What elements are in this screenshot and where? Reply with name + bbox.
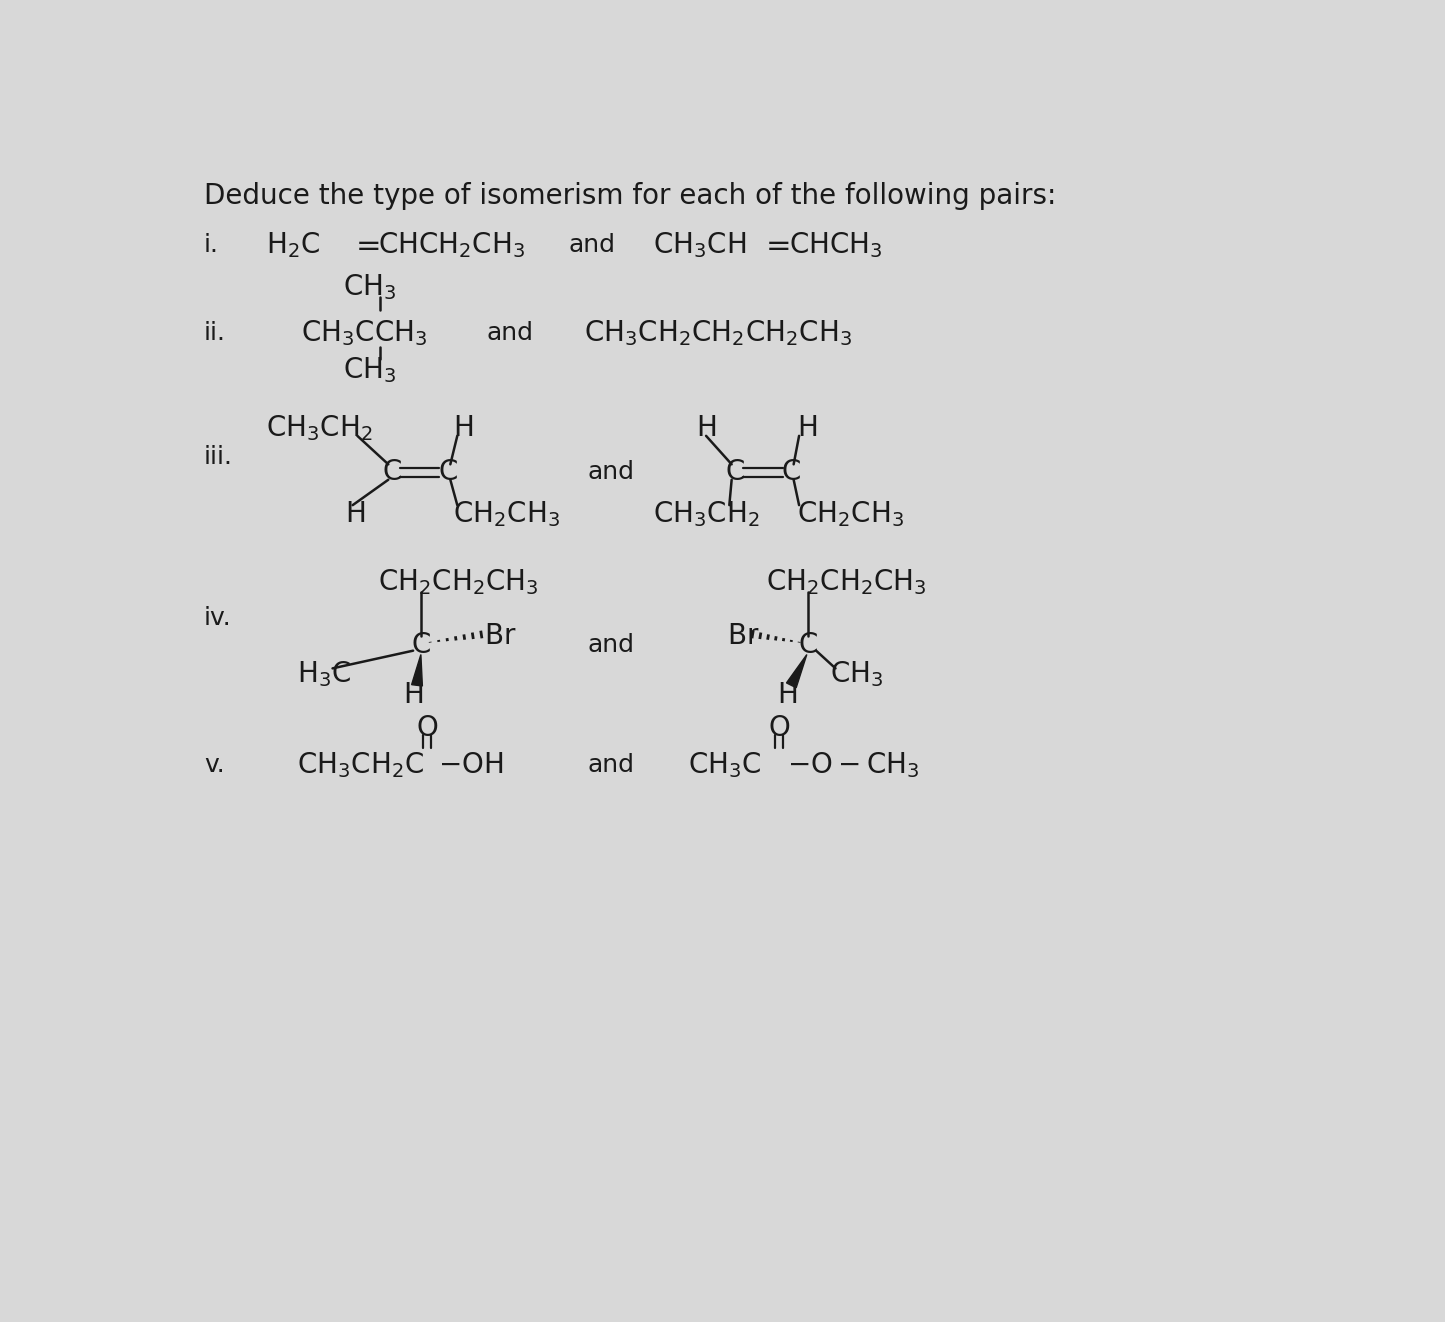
Text: $\mathregular{CH_3CH_2}$: $\mathregular{CH_3CH_2}$: [653, 500, 760, 529]
Text: $\mathregular{Br}$: $\mathregular{Br}$: [484, 623, 517, 650]
Text: $\mathregular{H_2C}$: $\mathregular{H_2C}$: [266, 230, 319, 260]
Text: $=$: $=$: [350, 230, 380, 259]
Text: $\mathregular{CH_3CH_2C}$: $\mathregular{CH_3CH_2C}$: [296, 750, 423, 780]
Text: i.: i.: [204, 233, 218, 256]
Text: $\mathregular{CH_2CH_2CH_3}$: $\mathregular{CH_2CH_2CH_3}$: [379, 567, 539, 598]
Text: $\mathregular{CHCH_2CH_3}$: $\mathregular{CHCH_2CH_3}$: [379, 230, 526, 260]
Text: $\mathregular{CH_3}$: $\mathregular{CH_3}$: [344, 354, 397, 385]
Text: $\mathregular{C}$: $\mathregular{C}$: [799, 632, 818, 660]
Text: iii.: iii.: [204, 444, 233, 468]
Text: $\mathregular{O}$: $\mathregular{O}$: [416, 714, 438, 743]
Text: and: and: [487, 321, 533, 345]
Text: and: and: [588, 633, 634, 657]
Text: $\mathregular{CH_3}$: $\mathregular{CH_3}$: [344, 272, 397, 303]
Text: $\mathregular{O}$: $\mathregular{O}$: [767, 714, 790, 743]
Text: iv.: iv.: [204, 607, 231, 631]
Text: $\mathregular{-OH}$: $\mathregular{-OH}$: [438, 751, 503, 779]
Text: $\mathregular{CH_3CH_2CH_2CH_2CH_3}$: $\mathregular{CH_3CH_2CH_2CH_2CH_3}$: [584, 319, 851, 348]
Text: Deduce the type of isomerism for each of the following pairs:: Deduce the type of isomerism for each of…: [204, 181, 1056, 210]
Text: $\mathregular{H}$: $\mathregular{H}$: [776, 681, 796, 710]
Text: $\mathregular{H}$: $\mathregular{H}$: [403, 681, 423, 710]
Text: $\mathregular{-O-CH_3}$: $\mathregular{-O-CH_3}$: [786, 750, 919, 780]
Polygon shape: [412, 654, 422, 686]
Text: $\mathregular{C}$: $\mathregular{C}$: [381, 457, 402, 486]
Text: $\mathregular{CH_2CH_2CH_3}$: $\mathregular{CH_2CH_2CH_3}$: [766, 567, 926, 598]
Text: $\mathregular{C}$: $\mathregular{C}$: [410, 632, 431, 660]
Text: and: and: [588, 460, 634, 484]
Text: $\mathregular{C}$: $\mathregular{C}$: [782, 457, 801, 486]
Text: v.: v.: [204, 752, 224, 776]
Text: ii.: ii.: [204, 321, 225, 345]
Text: $\mathregular{CH_3}$: $\mathregular{CH_3}$: [829, 660, 883, 690]
Text: $\mathregular{H}$: $\mathregular{H}$: [454, 414, 474, 442]
Text: $\mathregular{Br}$: $\mathregular{Br}$: [727, 623, 760, 650]
Polygon shape: [786, 654, 806, 687]
Text: $=$: $=$: [760, 230, 790, 259]
Text: $\mathregular{CH_3C}$: $\mathregular{CH_3C}$: [688, 750, 762, 780]
Text: $\mathregular{H}$: $\mathregular{H}$: [796, 414, 816, 442]
Text: and: and: [568, 233, 616, 256]
Text: $\mathregular{H_3C}$: $\mathregular{H_3C}$: [296, 660, 351, 690]
Text: $\mathregular{CH_2CH_3}$: $\mathregular{CH_2CH_3}$: [796, 500, 903, 529]
Text: $\mathregular{CH_3CH}$: $\mathregular{CH_3CH}$: [653, 230, 747, 260]
Text: $\mathregular{C}$: $\mathregular{C}$: [438, 457, 458, 486]
Text: $\mathregular{C}$: $\mathregular{C}$: [725, 457, 744, 486]
Text: $\mathregular{CH_2CH_3}$: $\mathregular{CH_2CH_3}$: [454, 500, 561, 529]
Text: and: and: [588, 752, 634, 776]
Text: $\mathregular{H}$: $\mathregular{H}$: [345, 501, 366, 529]
Text: $\mathregular{CH_3CCH_3}$: $\mathregular{CH_3CCH_3}$: [301, 319, 428, 348]
Text: $\mathregular{CHCH_3}$: $\mathregular{CHCH_3}$: [789, 230, 883, 260]
Text: $\mathregular{CH_3CH_2}$: $\mathregular{CH_3CH_2}$: [266, 414, 373, 443]
Text: $\mathregular{H}$: $\mathregular{H}$: [696, 414, 717, 442]
